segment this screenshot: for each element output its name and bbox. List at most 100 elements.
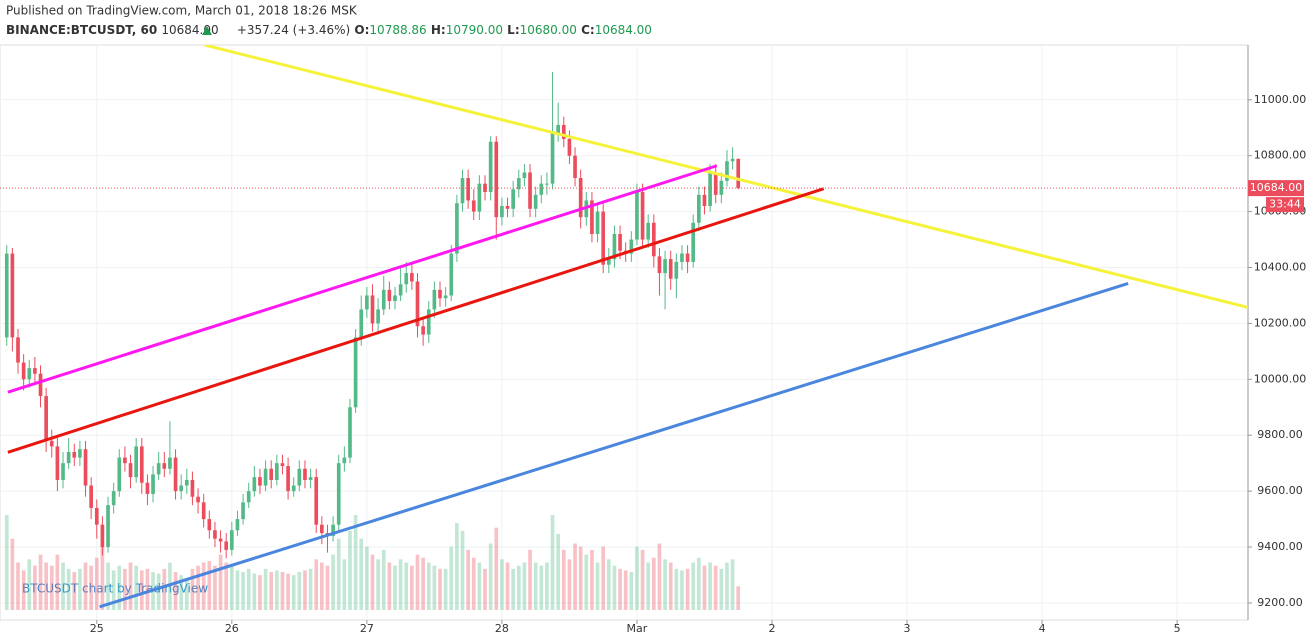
candle-body [421, 326, 425, 335]
candle-body [258, 477, 262, 486]
candle-body [44, 396, 48, 441]
volume-bar [455, 522, 459, 610]
volume-bar [708, 562, 712, 610]
volume-bar [320, 562, 324, 610]
y-tick-label: 9400.00 [1257, 540, 1303, 553]
volume-bar [229, 565, 234, 610]
candle-body [66, 452, 71, 464]
volume-bar [139, 570, 144, 610]
volume-bar [297, 572, 302, 610]
volume-bar [511, 568, 515, 610]
c-label: C: [581, 23, 595, 37]
volume-bar [421, 557, 425, 610]
candle-body [348, 407, 352, 458]
candle-body [128, 463, 133, 478]
candle-body [516, 178, 521, 190]
volume-bar [55, 554, 60, 610]
trend-line [204, 45, 1248, 309]
volume-bar [381, 549, 386, 610]
volume-bar [500, 559, 504, 610]
volume-bar [100, 546, 105, 610]
volume-bar [72, 572, 77, 610]
candle-body [539, 183, 544, 195]
y-tick-label: 10800.00 [1254, 149, 1307, 162]
candle-body [269, 468, 274, 480]
volume-bar [595, 562, 600, 610]
volume-bar [89, 565, 93, 610]
volume-bar [218, 554, 223, 610]
volume-bar [663, 559, 667, 610]
y-tick-label: 9200.00 [1257, 596, 1303, 609]
volume-bar [657, 543, 662, 610]
candle-body [83, 449, 88, 486]
volume-bar [646, 562, 651, 610]
candle-body [646, 222, 651, 240]
volume-bar [545, 562, 549, 610]
candle-body [61, 463, 65, 480]
candle-body [578, 178, 583, 218]
candle-body [252, 477, 257, 492]
h: 10790.00 [446, 23, 503, 37]
volume-bar [404, 562, 409, 610]
published: Published on TradingView.com, March 01, … [6, 4, 358, 18]
candle-body [280, 463, 285, 466]
candle-body [488, 141, 493, 193]
volume-bar [213, 565, 217, 610]
x-tick-label: 25 [90, 622, 104, 635]
candle-body [27, 368, 32, 380]
candle-body [556, 124, 560, 134]
candle-body [443, 295, 448, 299]
volume-bar [483, 568, 487, 610]
volume-bar [246, 568, 251, 610]
candle-body [241, 502, 245, 520]
volume-bar [629, 572, 634, 610]
volume-bar [590, 549, 594, 610]
volume-bar [612, 565, 617, 610]
volume-bar [156, 573, 161, 610]
volume-bar [522, 562, 527, 610]
volume-bar [606, 559, 611, 610]
volume-bar [314, 559, 319, 610]
volume-bar [651, 557, 656, 610]
volume-bar [353, 515, 358, 610]
volume-bar [38, 554, 43, 610]
x-tick-label: 26 [225, 622, 239, 635]
volume-bar [623, 570, 628, 610]
volume-bar [561, 549, 566, 610]
plot-area [0, 44, 1249, 621]
candle-body [275, 463, 279, 480]
volume-bar [269, 572, 274, 610]
candle-body [404, 273, 409, 285]
volume-bar [680, 570, 684, 610]
candle-body [477, 183, 482, 212]
volume-bar [111, 570, 116, 610]
candle-body [651, 222, 656, 257]
candle-body [595, 211, 600, 234]
candle-body [38, 373, 43, 397]
candle-body [680, 253, 684, 262]
volume-bar [432, 565, 437, 610]
volume-bar [697, 557, 701, 610]
candle-body [702, 194, 707, 207]
volume-bar [286, 573, 290, 610]
volume-bar [280, 572, 285, 610]
o-label: O: [354, 23, 369, 37]
volume-bar [516, 565, 521, 610]
volume-bar [702, 565, 707, 610]
candle-body [505, 206, 510, 209]
candle-body [629, 239, 634, 254]
trend-line [7, 187, 825, 454]
volume-bar [325, 565, 330, 610]
volume-bar [488, 543, 493, 610]
candle-body [719, 180, 724, 195]
candle-body [494, 141, 499, 218]
volume-bar [184, 578, 189, 610]
countdown-box [1266, 197, 1304, 213]
candle-body [21, 362, 26, 380]
volume-bar [21, 570, 26, 610]
candle-body [438, 289, 442, 299]
volume-bar [550, 515, 555, 610]
candle-body [635, 192, 639, 240]
volume-bar [438, 568, 442, 610]
